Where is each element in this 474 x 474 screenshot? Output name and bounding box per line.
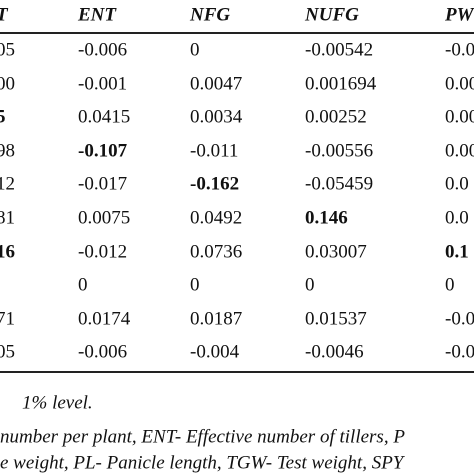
table-cell: -0.0046: [305, 341, 364, 363]
table-cell: 0.0075: [78, 207, 131, 229]
header-cell: ENT: [78, 4, 116, 26]
table-cell: 0.0415: [78, 106, 131, 128]
table-cell: 0: [305, 274, 315, 296]
table-cell: -0.012: [78, 241, 128, 263]
table-cell: 0.0174: [78, 308, 131, 330]
table-cell: 0.00: [445, 140, 474, 162]
table-cell: 0: [78, 274, 88, 296]
table-cell: 0.00: [445, 106, 474, 128]
table-cell: -0.107: [78, 140, 128, 162]
table-cell: 0.001694: [305, 73, 377, 95]
table-cell: 12: [0, 173, 15, 195]
bottom-rule: [0, 371, 474, 373]
table-cell: -0.011: [190, 140, 239, 162]
table-cell: 0.00: [445, 73, 474, 95]
table-cell: 0.03007: [305, 241, 367, 263]
table-cell: 98: [0, 140, 15, 162]
header-cell: NFG: [190, 4, 231, 26]
table-cell: 0.0034: [190, 106, 243, 128]
table-cell: 0.0492: [190, 207, 243, 229]
table-cell: -0.004: [190, 341, 240, 363]
footnote: 1% level.: [22, 392, 93, 414]
table-cell: 0: [190, 39, 200, 61]
table-cell: 0.0187: [190, 308, 243, 330]
table-cell: -0.162: [190, 173, 240, 195]
table-cell: 0.146: [305, 207, 348, 229]
header-cell: T: [0, 6, 8, 25]
header-cell: PW: [445, 4, 474, 26]
table-cell: 05: [0, 39, 15, 61]
table-cell: -0.0: [445, 308, 474, 330]
table-cell: 05: [0, 341, 15, 363]
table-cell: -0.006: [78, 341, 128, 363]
table-cell: 71: [0, 308, 15, 330]
table-cell: -0.017: [78, 173, 128, 195]
table-cell: -0.001: [78, 73, 128, 95]
table-cell: 0.01537: [305, 308, 367, 330]
table-cell: 0.0: [445, 173, 469, 195]
table-cell: 16: [0, 241, 15, 263]
table-cell: 81: [0, 207, 15, 229]
table-cell: 0: [445, 274, 455, 296]
table-cell: 0.0736: [190, 241, 243, 263]
header-rule: [0, 32, 474, 34]
table-cell: 0.0: [445, 207, 469, 229]
table-cell: 0.0047: [190, 73, 243, 95]
table-cell: 5: [0, 106, 6, 128]
table-cell: -0.00556: [305, 140, 374, 162]
table-cell: 0.1: [445, 241, 469, 263]
footnote: number per plant, ENT- Effective number …: [0, 426, 405, 448]
table-cell: 00: [0, 73, 15, 95]
table-cell: -0.05459: [305, 173, 374, 195]
table-cell: -0.006: [78, 39, 128, 61]
table-cell: 0.00252: [305, 106, 367, 128]
header-cell: NUFG: [305, 4, 359, 26]
footnote: e weight, PL- Panicle length, TGW- Test …: [0, 452, 404, 474]
table-cell: -0.0: [445, 39, 474, 61]
table-cell: -0.00542: [305, 39, 374, 61]
table-cell: 0: [190, 274, 200, 296]
table-cell: -0.0: [445, 341, 474, 363]
